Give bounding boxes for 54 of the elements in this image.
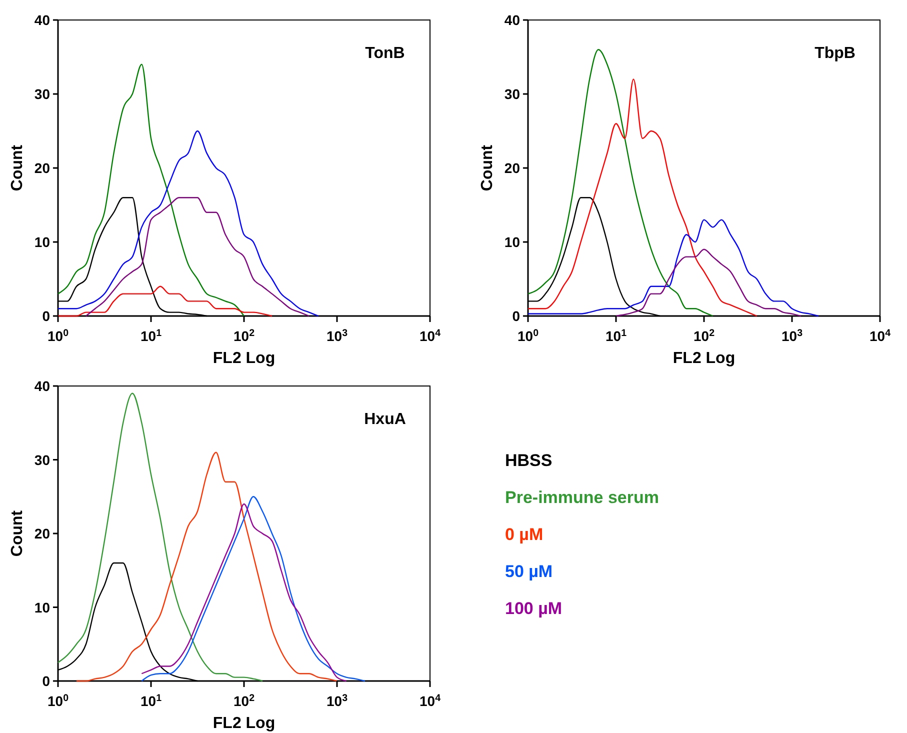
y-tick-label: 20 [34,526,50,542]
text: 100 µM [505,599,562,618]
text: 0 µM [505,525,544,544]
x-tick-label: 10$^{3}$ [326,692,348,709]
y-tick-label: 0 [42,308,50,324]
x-tick-label: 10$^{4}$ [419,328,442,344]
y-tick-label: 20 [504,160,520,176]
line-series [527,49,714,317]
y-tick-label: 10 [504,234,520,250]
x-axis-title: FL2 Log [212,715,276,732]
line-series [527,219,820,317]
text: TbpB [814,45,856,62]
line-series [57,64,245,317]
x-tick-label: 10$^{1}$ [140,692,162,709]
x-tick-label: 10$^{0}$ [47,328,70,344]
x-tick-label: 10$^{2}$ [233,692,256,709]
y-tick-label: 40 [34,378,50,394]
y-axis-title: Count [9,510,26,557]
y-axis-title: Count [9,144,26,192]
text: TonB [365,45,405,62]
line-series [57,392,264,682]
x-axis-title: FL2 Log [212,350,276,367]
x-tick-label: 10$^{4}$ [869,328,892,344]
y-tick-label: 30 [504,86,520,102]
line-series [85,197,310,317]
line-series [57,130,320,317]
y-tick-label: 0 [42,673,50,689]
x-tick-label: 10$^{1}$ [605,328,628,344]
y-tick-label: 10 [34,234,50,250]
x-tick-label: 10$^{3}$ [781,328,804,344]
x-axis-title: FL2 Log [672,350,736,367]
y-tick-label: 10 [34,599,50,616]
line-series [527,78,758,317]
y-tick-label: 30 [34,86,50,102]
y-tick-label: 30 [34,452,50,468]
line-series [57,286,273,317]
x-tick-label: 10$^{3}$ [326,328,348,344]
y-tick-label: 20 [34,160,50,176]
text: 50 µM [505,562,553,581]
text: HxuA [364,411,406,428]
y-tick-label: 40 [504,12,520,28]
y-tick-label: 0 [512,308,520,324]
x-tick-label: 10$^{0}$ [47,692,70,709]
x-tick-label: 10$^{2}$ [233,328,256,344]
x-tick-label: 10$^{1}$ [140,328,162,344]
x-tick-label: 10$^{2}$ [693,328,716,344]
line-series [76,452,338,682]
x-tick-label: 10$^{0}$ [517,328,540,344]
y-axis-title: Count [479,144,496,192]
y-tick-label: 40 [34,12,50,28]
text: Pre-immune serum [505,488,659,507]
text: HBSS [505,451,552,470]
x-tick-label: 10$^{4}$ [419,692,442,709]
line-series [615,248,802,317]
